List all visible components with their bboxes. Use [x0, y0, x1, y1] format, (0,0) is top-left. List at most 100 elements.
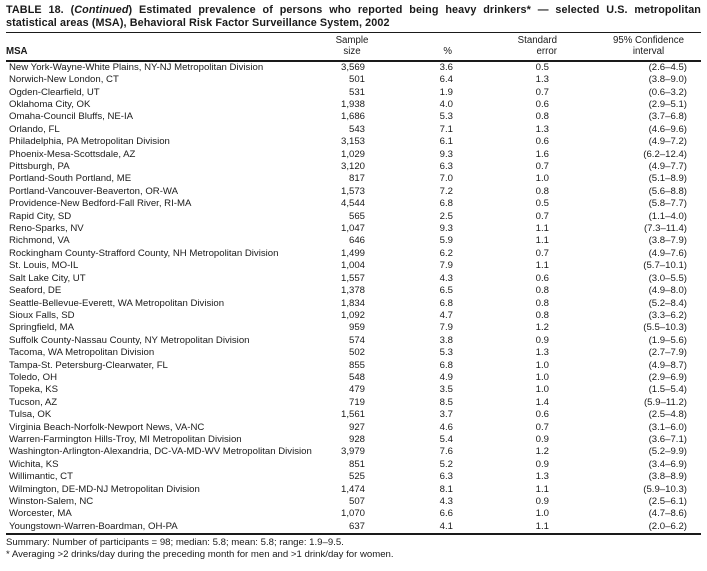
cell-confidence-interval: (2.9–6.9): [648, 371, 687, 383]
cell-standard-error: 0.7: [535, 210, 549, 222]
cell-confidence-interval: (5.6–8.8): [648, 185, 687, 197]
cell-percent: 7.2: [439, 185, 453, 197]
cell-standard-error: 1.1: [535, 223, 549, 235]
cell-msa: Norwich-New London, CT: [9, 74, 119, 86]
cell-sample-size: 565: [348, 210, 365, 222]
cell-percent: 6.1: [439, 136, 453, 148]
cell-sample-size: 1,557: [340, 272, 365, 284]
table-row: St. Louis, MO-IL 1,004 7.9 1.1 (5.7–10.1): [6, 260, 701, 272]
cell-sample-size: 928: [348, 433, 365, 445]
cell-sample-size: 1,499: [340, 247, 365, 259]
cell-percent: 6.4: [439, 74, 453, 86]
table-row: Tampa-St. Petersburg-Clearwater, FL 855 6.…: [6, 360, 701, 372]
cell-percent: 6.5: [439, 285, 453, 297]
cell-confidence-interval: (4.9–8.7): [648, 359, 687, 371]
cell-standard-error: 1.0: [535, 384, 549, 396]
cell-sample-size: 851: [348, 458, 365, 470]
cell-msa: Orlando, FL: [9, 123, 60, 135]
cell-confidence-interval: (4.9–8.0): [648, 285, 687, 297]
table-row: Winston-Salem, NC 507 4.3 0.9 (2.5–6.1): [6, 496, 701, 508]
cell-standard-error: 0.8: [535, 185, 549, 197]
table-row: Portland-Vancouver-Beaverton, OR-WA 1,573…: [6, 186, 701, 198]
cell-sample-size: 531: [348, 86, 365, 98]
cell-percent: 8.1: [439, 483, 453, 495]
cell-standard-error: 0.8: [535, 285, 549, 297]
cell-percent: 5.3: [439, 347, 453, 359]
cell-standard-error: 0.8: [535, 297, 549, 309]
cell-sample-size: 3,569: [340, 61, 365, 73]
cell-msa: Tulsa, OK: [9, 409, 52, 421]
cell-percent: 6.8: [439, 198, 453, 210]
cell-confidence-interval: (2.9–5.1): [648, 99, 687, 110]
column-header-confidence-interval: 95% Confidence interval: [558, 33, 701, 62]
cell-percent: 4.7: [439, 309, 453, 321]
cell-confidence-interval: (5.2–9.9): [648, 446, 687, 458]
cell-sample-size: 1,378: [340, 285, 365, 297]
cell-percent: 9.3: [439, 148, 453, 160]
table-row: Youngstown-Warren-Boardman, OH-PA 637 4.1 1…: [6, 521, 701, 534]
cell-msa: Youngstown-Warren-Boardman, OH-PA: [9, 520, 178, 532]
table-row: Worcester, MA 1,070 6.6 1.0 (4.7–8.6): [6, 508, 701, 520]
cell-standard-error: 1.4: [535, 396, 549, 408]
table-row: Pittsburgh, PA 3,120 6.3 0.7 (4.9–7.7): [6, 161, 701, 173]
cell-standard-error: 1.3: [535, 123, 549, 135]
cell-sample-size: 548: [348, 371, 365, 383]
cell-percent: 4.0: [439, 99, 453, 110]
cell-confidence-interval: (5.8–7.7): [648, 198, 687, 210]
cell-percent: 7.6: [439, 446, 453, 458]
cell-msa: New York-Wayne-White Plains, NY-NJ Metro…: [9, 61, 264, 73]
cell-msa: Tacoma, WA Metropolitan Division: [9, 347, 155, 359]
cell-confidence-interval: (4.7–8.6): [648, 508, 687, 520]
cell-standard-error: 0.8: [535, 309, 549, 321]
table-row: Omaha-Council Bluffs, NE-IA 1,686 5.3 0.8 (3…: [6, 111, 701, 123]
table-row: Sioux Falls, SD 1,092 4.7 0.8 (3.3–6.2): [6, 310, 701, 322]
cell-confidence-interval: (3.8–8.9): [648, 471, 687, 483]
cell-standard-error: 0.7: [535, 161, 549, 173]
cell-standard-error: 1.3: [535, 471, 549, 483]
table-row: Warren-Farmington Hills-Troy, MI Metropo…: [6, 434, 701, 446]
cell-msa: Wichita, KS: [9, 458, 59, 470]
cell-sample-size: 646: [348, 235, 365, 247]
footnote-line: * Averaging >2 drinks/day during the pre…: [6, 548, 394, 560]
cell-percent: 3.7: [439, 409, 453, 421]
cell-percent: 3.6: [439, 61, 453, 73]
cell-msa: Omaha-Council Bluffs, NE-IA: [9, 111, 134, 123]
cell-percent: 6.8: [439, 359, 453, 371]
cell-percent: 5.2: [439, 458, 453, 470]
cell-percent: 4.1: [439, 520, 453, 532]
cell-sample-size: 4,544: [340, 198, 365, 210]
cell-percent: 1.9: [439, 86, 453, 98]
cell-standard-error: 0.7: [535, 86, 549, 98]
cell-percent: 7.1: [439, 123, 453, 135]
table-row: Virginia Beach-Norfolk-Newport News, VA-…: [6, 422, 701, 434]
table-row: Wilmington, DE-MD-NJ Metropolitan Divisi…: [6, 484, 701, 496]
table-row: Tulsa, OK 1,561 3.7 0.6 (2.5–4.8): [6, 409, 701, 421]
cell-percent: 8.5: [439, 396, 453, 408]
cell-percent: 6.2: [439, 247, 453, 259]
table-row: Seattle-Bellevue-Everett, WA Metropolita…: [6, 298, 701, 310]
column-header-sample-size: Sample size: [332, 33, 372, 62]
table-title-line2: statistical areas (MSA), Behavioral Risk…: [6, 16, 390, 29]
cell-confidence-interval: (4.9–7.7): [648, 161, 687, 173]
cell-confidence-interval: (3.4–6.9): [648, 458, 687, 470]
title-divider-rule: [6, 32, 701, 34]
table-row: Washington-Arlington-Alexandria, DC-VA-M…: [6, 446, 701, 458]
cell-confidence-interval: (3.8–9.0): [648, 74, 687, 86]
cell-percent: 4.6: [439, 421, 453, 433]
cell-standard-error: 0.7: [535, 247, 549, 259]
table-row: Norwich-New London, CT 501 6.4 1.3 (3.8–9.0): [6, 74, 701, 86]
cell-percent: 6.3: [439, 471, 453, 483]
cell-sample-size: 1,092: [340, 309, 365, 321]
cell-standard-error: 1.3: [535, 347, 549, 359]
cell-confidence-interval: (3.7–6.8): [648, 111, 687, 123]
cell-standard-error: 1.2: [535, 446, 549, 458]
cell-sample-size: 1,474: [340, 483, 365, 495]
cell-percent: 3.8: [439, 334, 453, 346]
table-row: Rockingham County-Strafford County, NH M…: [6, 248, 701, 260]
cell-msa: Seattle-Bellevue-Everett, WA Metropolita…: [9, 297, 225, 309]
cell-msa: Tucson, AZ: [9, 396, 58, 408]
summary-line: Summary: Number of participants = 98; me…: [6, 537, 344, 549]
table-row: Suffolk County-Nassau County, NY Metropo…: [6, 335, 701, 347]
cell-confidence-interval: (4.9–7.6): [648, 247, 687, 259]
cell-msa: Topeka, KS: [9, 384, 59, 396]
